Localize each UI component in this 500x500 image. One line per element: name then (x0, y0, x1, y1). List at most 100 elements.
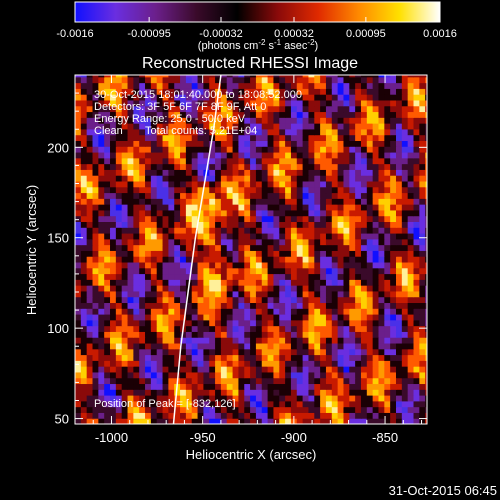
heatmap-pixel (337, 94, 345, 101)
heatmap-pixel (395, 302, 403, 309)
heatmap-pixel (296, 261, 304, 269)
heatmap-pixel (384, 348, 391, 356)
heatmap-pixel (209, 412, 216, 419)
heatmap-pixel (145, 371, 152, 379)
heatmap-pixel (139, 371, 146, 379)
heatmap-pixel (372, 180, 380, 188)
heatmap-pixel (337, 192, 345, 199)
heatmap-pixel (139, 296, 146, 304)
heatmap-pixel (261, 342, 269, 350)
heatmap-pixel (220, 395, 228, 402)
heatmap-pixel (250, 337, 257, 344)
heatmap-pixel (150, 99, 158, 107)
heatmap-pixel (215, 418, 222, 424)
heatmap-pixel (413, 169, 420, 176)
heatmap-pixel (80, 285, 88, 292)
heatmap-pixel (244, 198, 251, 205)
heatmap-pixel (308, 279, 315, 286)
heatmap-pixel (220, 285, 228, 292)
heatmap-pixel (390, 314, 397, 321)
heatmap-pixel (320, 383, 327, 390)
heatmap-pixel (325, 134, 333, 141)
heatmap-pixel (320, 244, 327, 251)
heatmap-pixel (384, 302, 391, 309)
heatmap-pixel (238, 302, 245, 309)
heatmap-pixel (343, 256, 350, 263)
heatmap-pixel (407, 395, 415, 402)
heatmap-pixel (92, 273, 99, 280)
heatmap-pixel (156, 354, 164, 361)
heatmap-pixel (156, 366, 164, 373)
heatmap-pixel (197, 395, 204, 402)
heatmap-pixel (197, 128, 204, 136)
heatmap-pixel (255, 331, 263, 338)
heatmap-pixel (325, 88, 333, 95)
y-axis-label: Heliocentric Y (arcsec) (24, 185, 39, 315)
heatmap-pixel (337, 377, 345, 385)
heatmap-pixel (145, 342, 152, 350)
heatmap-pixel (139, 302, 146, 309)
heatmap-pixel (366, 261, 374, 269)
heatmap-pixel (139, 215, 146, 223)
heatmap-pixel (115, 227, 123, 234)
heatmap-pixel (150, 360, 158, 367)
heatmap-pixel (390, 198, 397, 205)
heatmap-pixel (127, 157, 134, 165)
heatmap-pixel (104, 105, 111, 113)
heatmap-pixel (267, 163, 274, 170)
heatmap-pixel (80, 412, 88, 419)
heatmap-pixel (331, 146, 339, 153)
heatmap-pixel (273, 250, 280, 257)
heatmap-pixel (290, 314, 298, 321)
heatmap-pixel (302, 308, 309, 315)
heatmap-pixel (308, 371, 315, 379)
heatmap-pixel (302, 186, 309, 194)
heatmap-pixel (232, 76, 239, 84)
heatmap-pixel (232, 192, 239, 199)
heatmap-pixel (110, 128, 117, 136)
heatmap-pixel (320, 279, 327, 286)
heatmap-pixel (92, 134, 99, 141)
heatmap-pixel (320, 209, 327, 217)
heatmap-pixel (104, 290, 111, 298)
heatmap-pixel (232, 105, 239, 113)
heatmap-pixel (384, 325, 391, 332)
heatmap-pixel (419, 250, 426, 257)
heatmap-pixel (191, 377, 199, 385)
heatmap-pixel (238, 418, 245, 424)
heatmap-pixel (180, 128, 187, 136)
heatmap-pixel (355, 82, 362, 89)
heatmap-pixel (250, 209, 257, 217)
heatmap-pixel (145, 412, 152, 419)
heatmap-pixel (302, 123, 309, 130)
heatmap-pixel (355, 418, 362, 424)
heatmap-pixel (250, 123, 257, 130)
heatmap-pixel (139, 152, 146, 159)
heatmap-pixel (372, 128, 380, 136)
heatmap-pixel (314, 296, 321, 304)
heatmap-pixel (349, 337, 356, 344)
heatmap-pixel (215, 371, 222, 379)
heatmap-pixel (407, 123, 415, 130)
heatmap-pixel (279, 331, 286, 338)
heatmap-pixel (115, 192, 123, 199)
heatmap-pixel (121, 105, 129, 113)
heatmap-pixel (279, 366, 286, 373)
heatmap-pixel (378, 134, 385, 141)
heatmap-pixel (244, 152, 251, 159)
heatmap-pixel (325, 99, 333, 107)
heatmap-pixel (314, 198, 321, 205)
heatmap-pixel (401, 215, 409, 223)
heatmap-pixel (162, 285, 169, 292)
heatmap-pixel (285, 342, 292, 350)
heatmap-pixel (197, 412, 204, 419)
heatmap-pixel (191, 360, 199, 367)
heatmap-pixel (92, 395, 99, 402)
heatmap-pixel (226, 400, 234, 408)
heatmap-pixel (343, 325, 350, 332)
heatmap-pixel (372, 412, 380, 419)
heatmap-pixel (267, 88, 274, 95)
heatmap-pixel (86, 406, 94, 413)
heatmap-pixel (337, 371, 345, 379)
heatmap-pixel (238, 371, 245, 379)
